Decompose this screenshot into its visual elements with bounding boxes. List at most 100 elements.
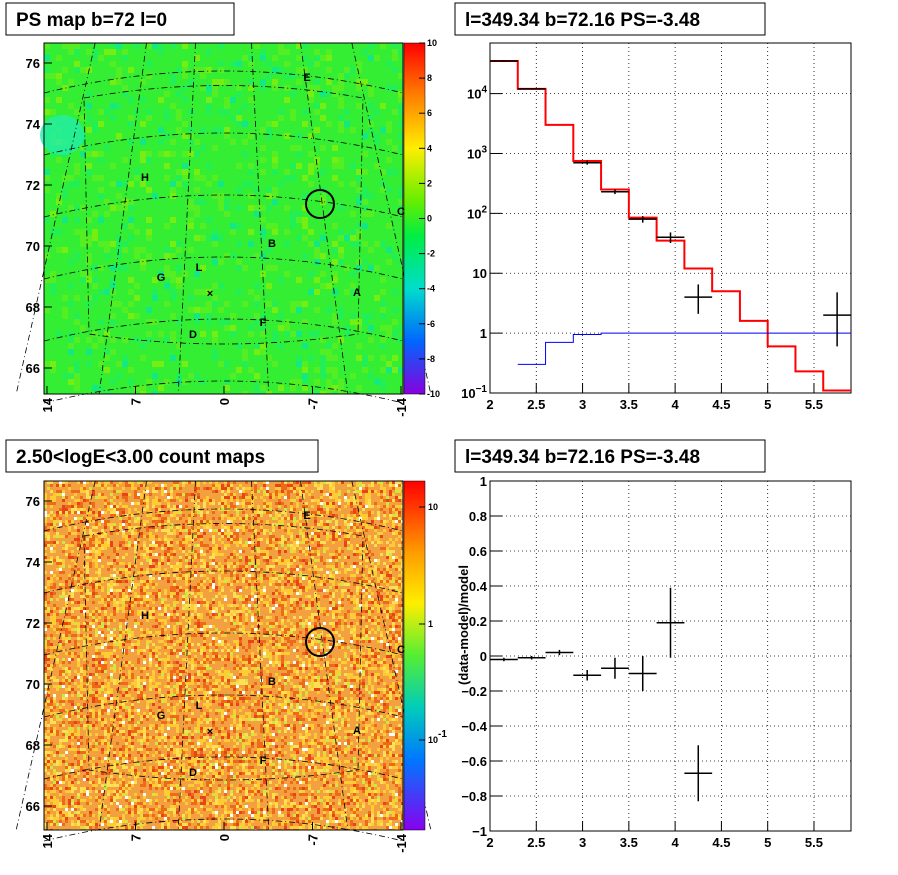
map-pixel	[371, 658, 374, 661]
map-pixel	[224, 568, 227, 571]
map-pixel	[260, 568, 263, 571]
map-pixel	[47, 502, 50, 505]
map-pixel	[110, 301, 116, 307]
map-pixel	[179, 517, 182, 520]
map-pixel	[287, 526, 290, 529]
map-pixel	[83, 646, 86, 649]
map-pixel	[89, 550, 92, 553]
map-pixel	[272, 223, 278, 229]
map-pixel	[293, 607, 296, 610]
map-pixel	[359, 601, 362, 604]
map-pixel	[290, 550, 293, 553]
map-pixel	[80, 610, 83, 613]
map-pixel	[386, 580, 389, 583]
map-pixel	[293, 541, 296, 544]
map-pixel	[185, 652, 188, 655]
map-pixel	[233, 628, 236, 631]
map-pixel	[401, 622, 403, 625]
map-pixel	[350, 574, 353, 577]
map-pixel	[248, 241, 254, 247]
map-pixel	[347, 589, 350, 592]
x-tick-label: 7	[129, 398, 144, 405]
map-pixel	[104, 619, 107, 622]
map-pixel	[278, 115, 284, 121]
map-pixel	[182, 379, 188, 385]
map-pixel	[329, 559, 332, 562]
map-pixel	[47, 562, 50, 565]
map-pixel	[242, 631, 245, 634]
map-pixel	[68, 205, 74, 211]
map-pixel	[134, 283, 140, 289]
map-pixel	[311, 505, 314, 508]
map-pixel	[218, 553, 221, 556]
map-pixel	[248, 55, 254, 61]
map-pixel	[110, 508, 113, 511]
map-pixel	[314, 253, 320, 259]
map-pixel	[101, 496, 104, 499]
map-pixel	[203, 517, 206, 520]
map-pixel	[140, 484, 143, 487]
map-pixel	[236, 205, 242, 211]
map-pixel	[353, 607, 356, 610]
map-pixel	[50, 484, 53, 487]
map-pixel	[179, 586, 182, 589]
map-pixel	[44, 307, 50, 313]
map-pixel	[95, 520, 98, 523]
colorbar-tick-label: -2	[427, 249, 435, 259]
map-pixel	[236, 535, 239, 538]
map-pixel	[320, 658, 323, 661]
map-pixel	[134, 550, 137, 553]
map-pixel	[74, 253, 80, 259]
map-pixel	[296, 637, 299, 640]
map-pixel	[155, 598, 158, 601]
map-pixel	[188, 571, 191, 574]
map-pixel	[257, 634, 260, 637]
map-pixel	[248, 556, 251, 559]
map-pixel	[242, 517, 245, 520]
map-pixel	[290, 91, 296, 97]
map-pixel	[224, 640, 227, 643]
map-pixel	[104, 535, 107, 538]
map-pixel	[332, 595, 335, 598]
map-pixel	[281, 541, 284, 544]
map-pixel	[200, 661, 203, 664]
map-pixel	[380, 181, 386, 187]
map-pixel	[311, 553, 314, 556]
map-pixel	[299, 484, 302, 487]
map-pixel	[110, 580, 113, 583]
map-pixel	[53, 583, 56, 586]
map-pixel	[290, 634, 293, 637]
map-pixel	[131, 634, 134, 637]
map-pixel	[233, 577, 236, 580]
map-pixel	[236, 259, 242, 265]
x-tick-label: 2.5	[527, 397, 545, 412]
map-pixel	[377, 640, 380, 643]
map-pixel	[164, 643, 167, 646]
map-pixel	[335, 496, 338, 499]
map-pixel	[287, 661, 290, 664]
map-pixel	[284, 73, 290, 79]
map-pixel	[179, 637, 182, 640]
map-pixel	[68, 532, 71, 535]
map-pixel	[272, 646, 275, 649]
map-pixel	[104, 541, 107, 544]
map-pixel	[392, 604, 395, 607]
map-pixel	[260, 169, 266, 175]
map-pixel	[326, 595, 329, 598]
map-pixel	[194, 538, 197, 541]
map-pixel	[110, 277, 116, 283]
map-pixel	[59, 646, 62, 649]
map-pixel	[62, 550, 65, 553]
map-pixel	[80, 517, 83, 520]
map-pixel	[281, 610, 284, 613]
map-pixel	[110, 661, 113, 664]
map-pixel	[212, 241, 218, 247]
map-pixel	[353, 535, 356, 538]
map-pixel	[239, 496, 242, 499]
map-pixel	[227, 565, 230, 568]
map-pixel	[293, 664, 296, 667]
map-pixel	[332, 583, 335, 586]
map-pixel	[362, 604, 365, 607]
map-pixel	[365, 604, 368, 607]
map-pixel	[254, 211, 260, 217]
